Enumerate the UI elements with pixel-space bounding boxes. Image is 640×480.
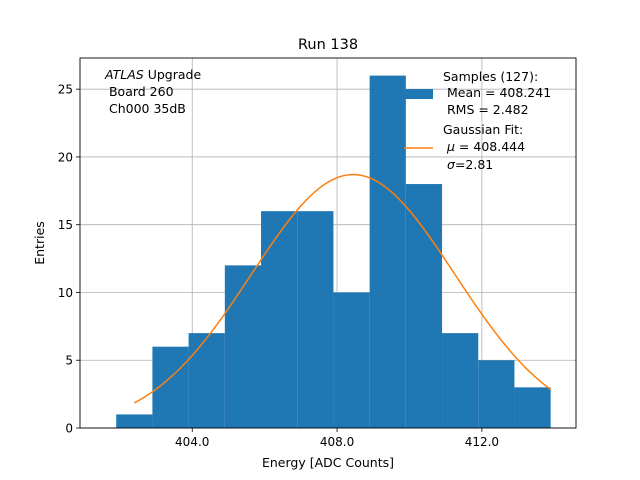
axis-ticks: 404.0 408.0 412.0 0 5 10 15 20 25 bbox=[58, 83, 499, 449]
legend-fit-mu-value: = 408.444 bbox=[455, 139, 525, 154]
annotation-atlas: ATLAS bbox=[104, 67, 144, 82]
svg-text:μ = 408.444: μ = 408.444 bbox=[446, 139, 525, 154]
y-tick-label-1: 5 bbox=[65, 354, 73, 368]
histogram-bar-5 bbox=[297, 211, 334, 428]
y-tick-label-5: 25 bbox=[58, 83, 73, 97]
histogram-bar-6 bbox=[333, 292, 370, 428]
annotation-board: Board 260 bbox=[105, 84, 174, 99]
gaussian-fit-curve bbox=[133, 173, 552, 404]
x-axis-label: Energy [ADC Counts] bbox=[262, 455, 394, 470]
legend-samples-title: Samples (127): bbox=[443, 69, 538, 84]
atlas-annotation: ATLAS Upgrade Board 260 Ch000 35dB bbox=[104, 67, 201, 116]
x-tick-label-2: 412.0 bbox=[465, 435, 499, 449]
chart-title: Run 138 bbox=[298, 37, 358, 53]
legend-fit-sigma-symbol: σ bbox=[447, 157, 456, 172]
y-tick-label-0: 0 bbox=[65, 422, 73, 436]
svg-text:σ=2.81: σ=2.81 bbox=[447, 157, 493, 172]
histogram-bar-11 bbox=[514, 387, 551, 428]
y-tick-label-3: 15 bbox=[58, 218, 73, 232]
x-tick-label-0: 404.0 bbox=[175, 435, 209, 449]
plot-frame bbox=[79, 57, 577, 429]
histogram-bar-8 bbox=[405, 184, 443, 428]
y-tick-label-2: 10 bbox=[58, 286, 73, 300]
legend-fit-sigma-value: =2.81 bbox=[455, 157, 493, 172]
legend-fit-title: Gaussian Fit: bbox=[443, 122, 523, 137]
histogram-bar-10 bbox=[478, 360, 515, 428]
y-axis-label: Entries bbox=[32, 221, 47, 265]
svg-text:ATLAS Upgrade: ATLAS Upgrade bbox=[104, 67, 201, 82]
legend-samples-mean: Mean = 408.241 bbox=[443, 85, 551, 100]
histogram-bar-7 bbox=[369, 75, 406, 428]
histogram-bar-0 bbox=[116, 414, 153, 428]
legend: Samples (127): Mean = 408.241 RMS = 2.48… bbox=[404, 69, 551, 172]
legend-fit-mu-symbol: μ bbox=[446, 139, 455, 154]
histogram-bar-4 bbox=[261, 211, 298, 428]
annotation-channel: Ch000 35dB bbox=[105, 101, 186, 116]
histogram-bar-3 bbox=[224, 265, 262, 428]
legend-samples-swatch bbox=[404, 89, 433, 99]
histogram-bar-2 bbox=[188, 333, 225, 428]
histogram-bar-9 bbox=[442, 333, 479, 428]
annotation-upgrade: Upgrade bbox=[144, 67, 202, 82]
legend-samples-rms: RMS = 2.482 bbox=[443, 102, 529, 117]
y-tick-label-4: 20 bbox=[58, 150, 73, 164]
x-tick-label-1: 408.0 bbox=[320, 435, 354, 449]
